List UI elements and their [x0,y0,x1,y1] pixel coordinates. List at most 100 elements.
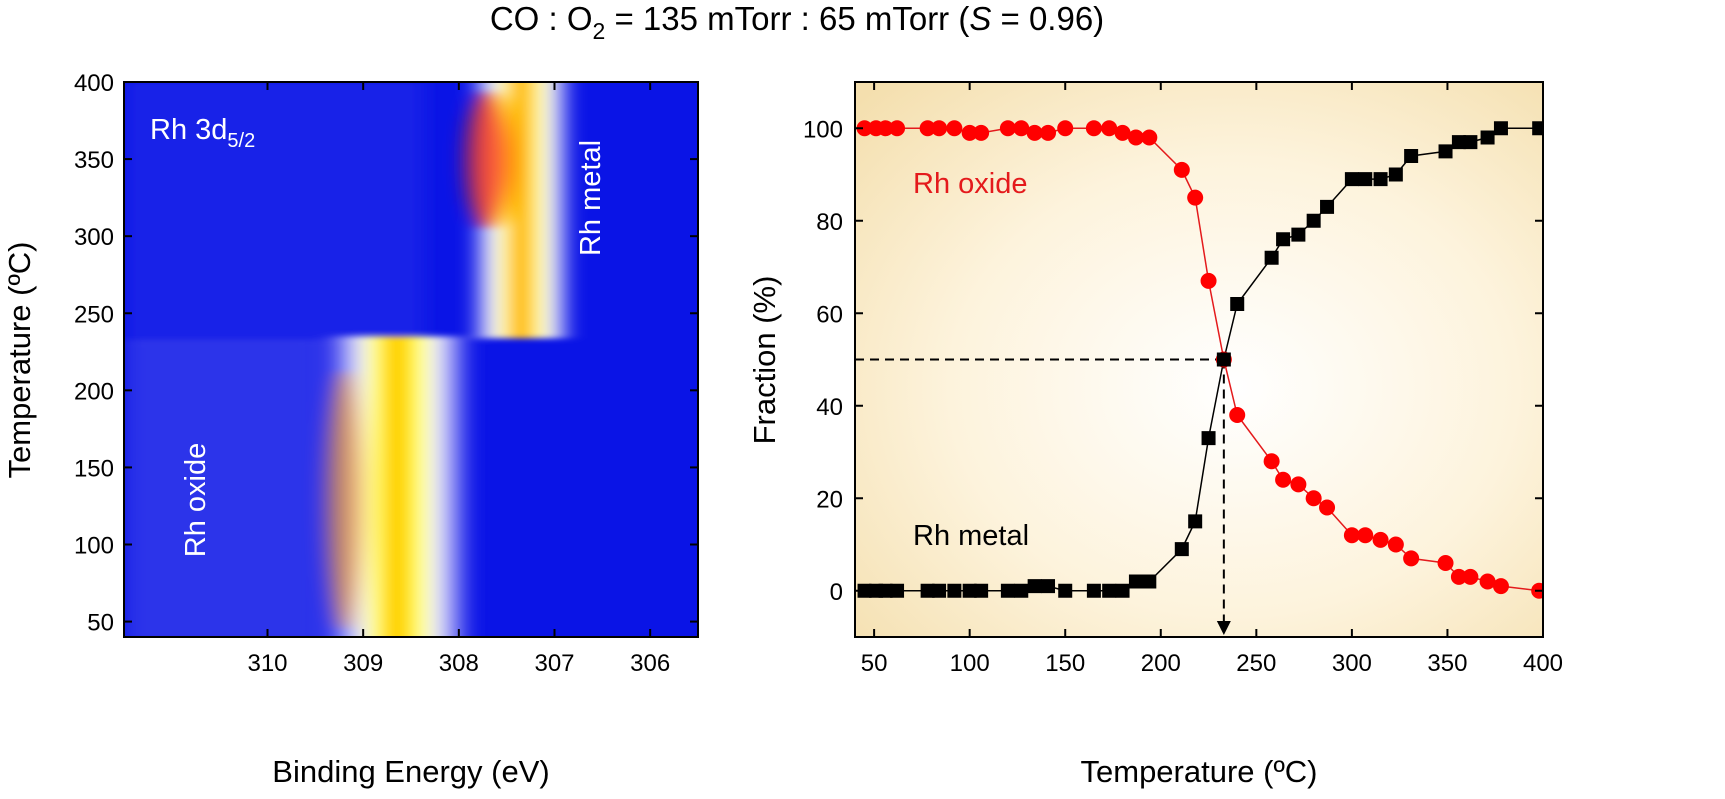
rh-metal-point [1451,135,1466,150]
rh-oxide-point [1141,129,1158,146]
rh-oxide-heatmap-label: Rh oxide [180,443,212,557]
fraction-x-axis-label: Temperature (ºC) [1081,754,1318,789]
rh-metal-point [1373,172,1388,187]
y-tick-label: 150 [74,455,114,482]
y-tick-label: 350 [74,147,114,174]
rh-oxide-point [1187,189,1204,206]
rh-oxide-point [1173,161,1190,178]
figure-title: CO : O2 = 135 mTorr : 65 mTorr (S = 0.96… [490,0,1104,44]
fraction-plot-frame [854,81,1544,638]
rh-metal-point [1463,135,1478,150]
rh-oxide-point [1263,453,1280,470]
fraction-x-tick-labels: 50 100 150 200 250 300 350 400 [861,650,1563,677]
y-tick-label: 100 [803,116,843,143]
rh-metal-point [1000,583,1015,598]
crossover-arrow [1216,621,1231,635]
rh-metal-points [857,121,1543,598]
fraction-panel: 50 100 150 200 250 300 350 400 0 20 40 6… [747,81,1563,789]
y-tick-label: 0 [830,579,843,606]
rh-oxide-point [889,120,906,137]
rh-metal-point [974,583,989,598]
rh-oxide-point [1229,407,1246,423]
rh-oxide-point [1305,490,1322,507]
rh-metal-point [857,583,872,598]
rh-metal-point [1188,514,1203,529]
rh-metal-point [947,583,962,598]
x-tick-label: 310 [247,650,287,677]
rh-oxide-point [1200,272,1217,289]
rh-oxide-point [999,120,1016,137]
rh-oxide-point [961,124,978,141]
rh-oxide-point [1275,471,1292,488]
rh-oxide-point [1462,568,1479,585]
rh-oxide-point [1013,120,1030,137]
x-tick-label: 308 [439,650,479,677]
y-tick-label: 80 [816,209,843,236]
rh-metal-point [878,583,893,598]
rh-metal-point [890,583,905,598]
metal-band-core [466,90,510,230]
rh-metal-point [1115,583,1130,598]
y-tick-label: 20 [816,486,843,513]
rh-oxide-point [1319,499,1336,516]
rh-oxide-point [1372,531,1389,548]
heatmap-x-tick-labels: 310 309 308 307 306 [247,650,670,677]
y-tick-label: 300 [74,224,114,251]
crossover-guides [855,358,1231,635]
rh-metal-point [1388,167,1403,182]
rh-metal-point [1344,172,1359,187]
heatmap-y-axis-label: Temperature (ºC) [2,242,37,479]
rh-metal-point [1320,199,1335,214]
rh-metal-point [1201,431,1216,446]
rh-metal-point [1438,144,1453,159]
rh-metal-point [1174,542,1189,557]
rh-oxide-point [1040,124,1057,141]
rh-metal-point [1276,232,1291,247]
rh-oxide-point [877,120,894,137]
rh-oxide-point [1437,555,1454,571]
x-tick-label: 307 [534,650,574,677]
rh-oxide-point [931,120,948,137]
rh-oxide-point [1403,550,1420,567]
rh-metal-point [1306,213,1321,228]
rh-metal-point [1264,250,1279,265]
x-tick-label: 250 [1236,650,1276,677]
oxide-band-core [325,370,365,630]
x-tick-label: 200 [1141,650,1181,677]
y-tick-label: 100 [74,533,114,560]
heatmap-panel: 310 309 308 307 306 50 100 150 200 250 3… [2,70,699,789]
rh-oxide-point [1479,573,1496,590]
rh-metal-point [1480,130,1495,145]
rh-oxide-point [1357,527,1374,544]
rh-oxide-point [973,124,990,141]
fraction-y-axis-label: Fraction (%) [747,276,782,445]
rh-metal-point [1216,352,1231,367]
y-tick-label: 250 [74,301,114,328]
rh-metal-series-label: Rh metal [913,520,1029,552]
rh-oxide-point [1085,120,1102,137]
y-tick-label: 40 [816,394,843,421]
rh-oxide-point [1026,124,1043,141]
rh-metal-point [1058,583,1073,598]
rh-metal-point [1027,579,1042,594]
rh-oxide-point [1387,536,1404,553]
heatmap-intensity [124,82,574,637]
rh-oxide-point [1057,120,1074,137]
x-tick-label: 50 [861,650,888,677]
fraction-plot-background [855,82,1543,637]
heatmap-y-tick-labels: 50 100 150 200 250 300 350 400 [74,70,114,637]
x-tick-label: 300 [1332,650,1372,677]
heatmap-ticks [124,81,698,637]
rh-oxide-point [946,120,963,137]
x-tick-label: 100 [950,650,990,677]
rh-metal-point [1014,583,1029,598]
rh-metal-point [1358,172,1373,187]
heatmap-frame [123,81,699,638]
rh-metal-point [1404,149,1419,163]
fraction-ticks [855,82,1544,637]
rh-metal-point [962,583,977,598]
rh-metal-point [932,583,947,598]
y-tick-label: 60 [816,301,843,328]
heatmap-haze-upper [124,82,424,342]
rh-3d-label: Rh 3d5/2 [150,114,255,152]
